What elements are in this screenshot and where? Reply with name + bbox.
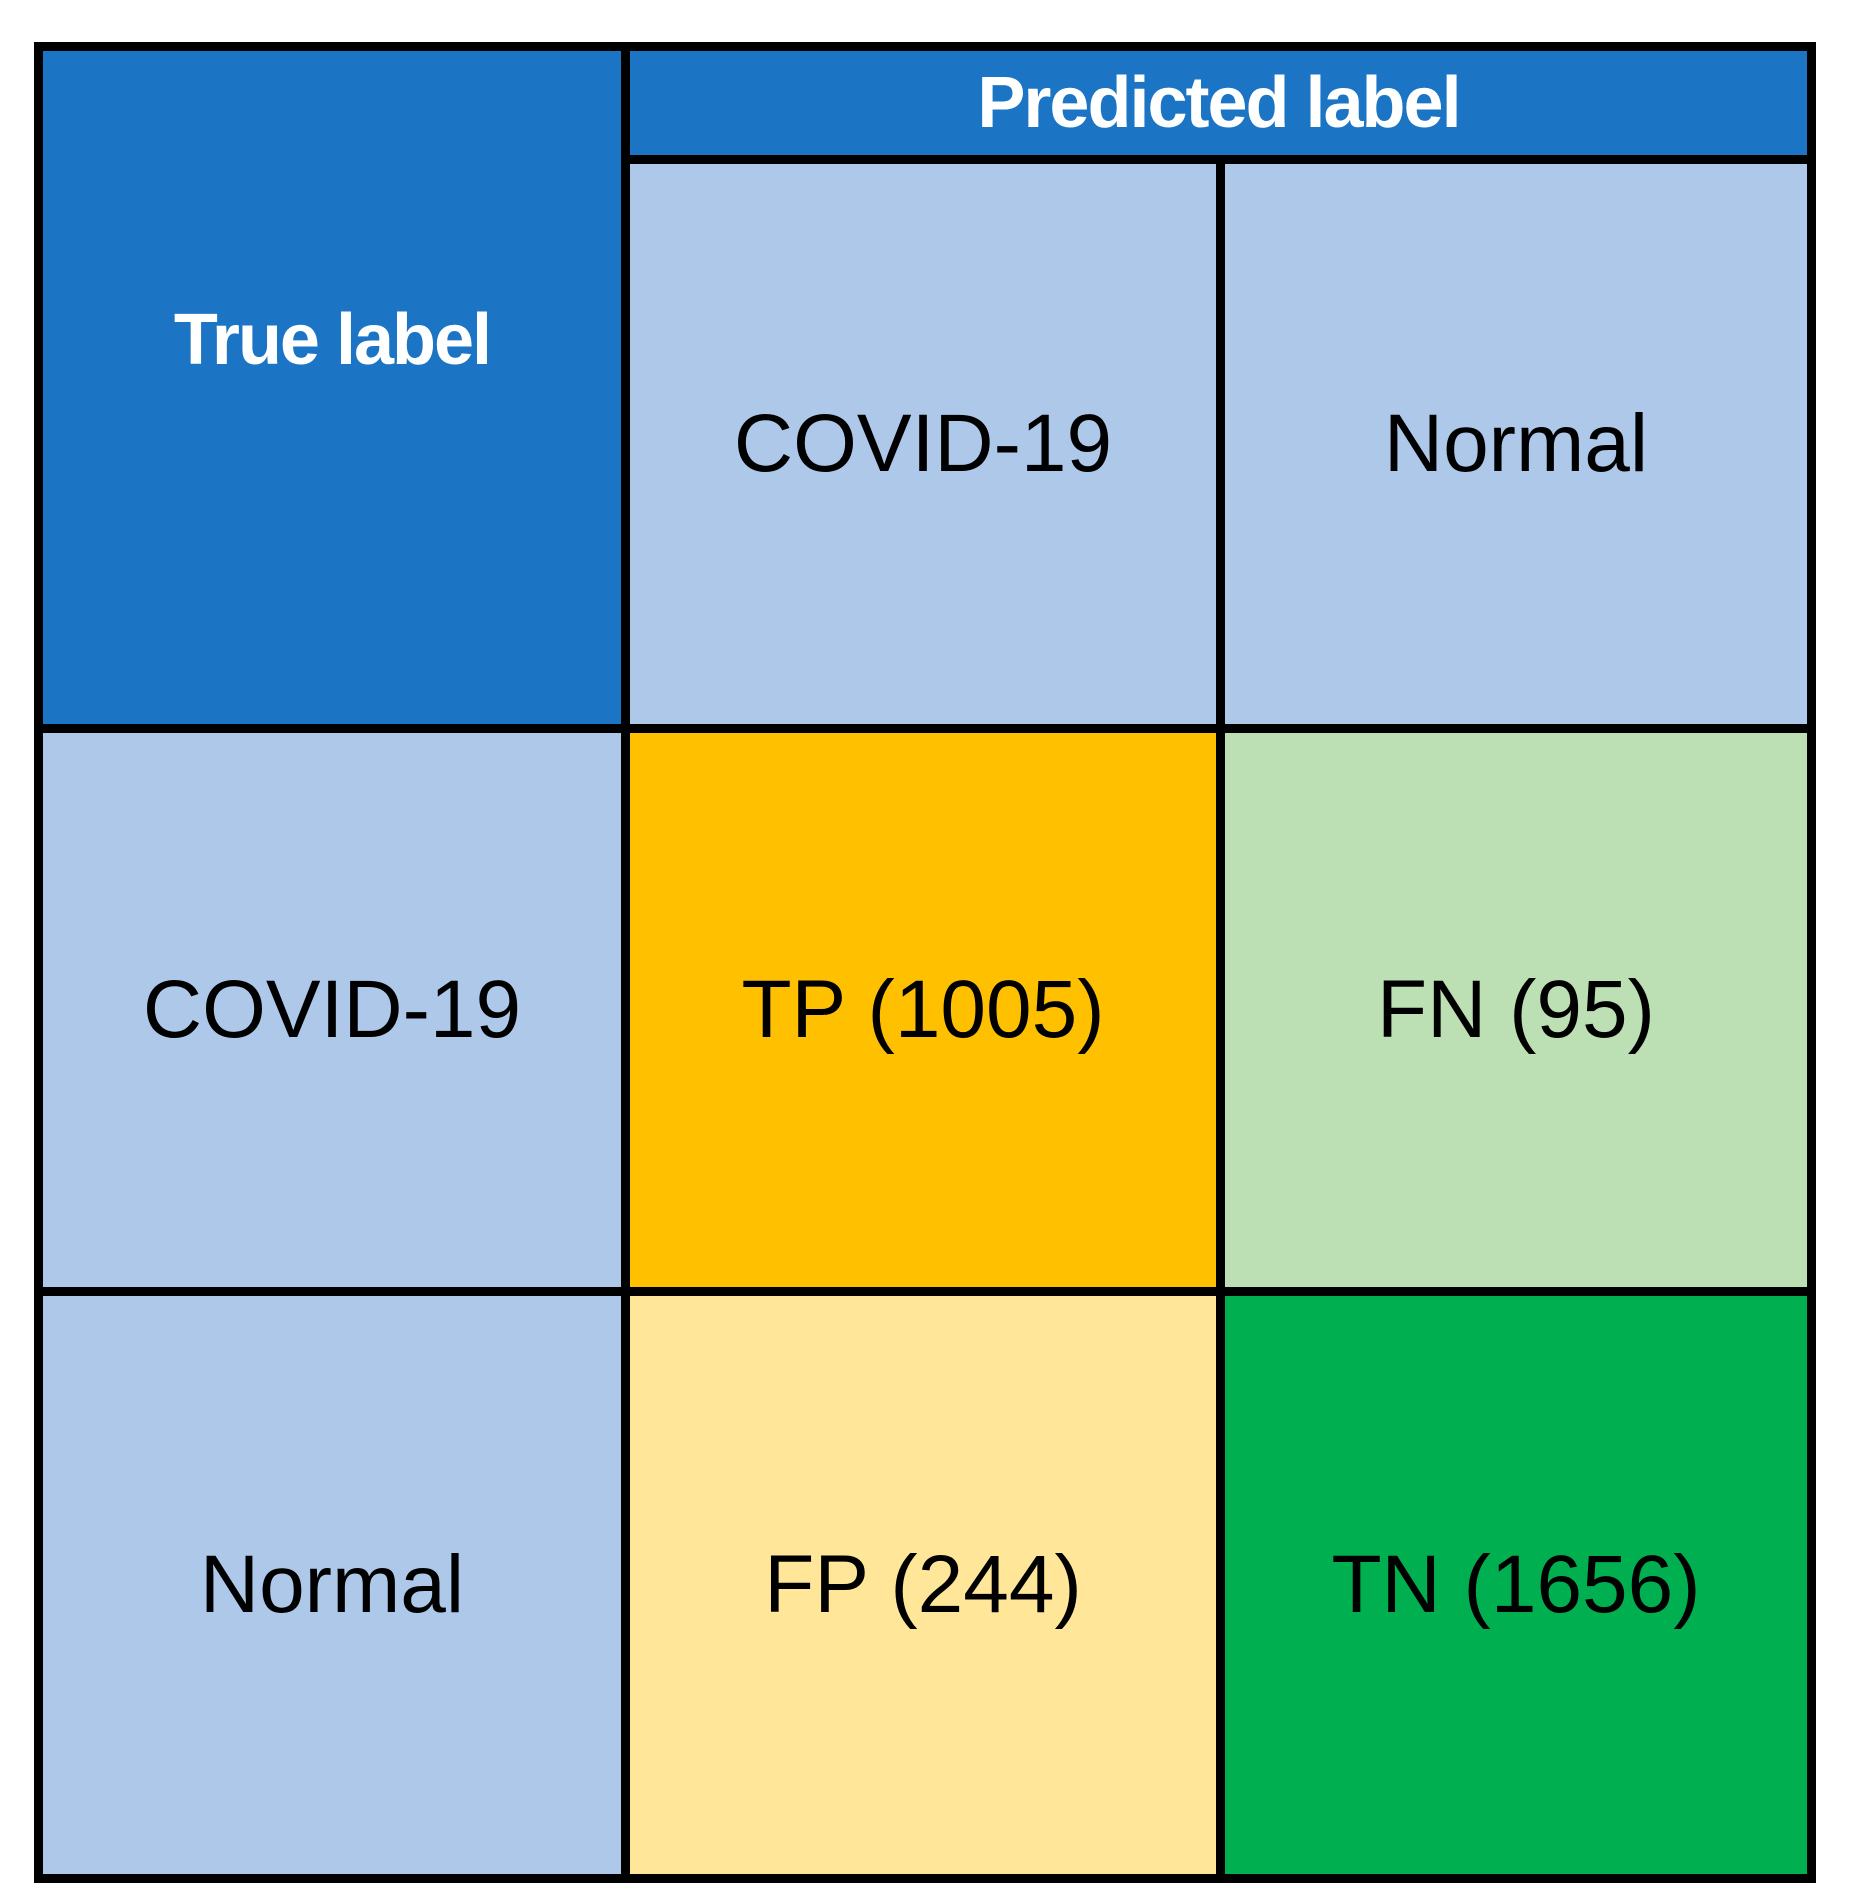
- column-header-normal: Normal: [1225, 164, 1807, 724]
- predicted-label-axis-title: Predicted label: [630, 51, 1807, 155]
- column-header-covid19: COVID-19: [630, 164, 1216, 724]
- row-header-covid19: COVID-19: [43, 733, 621, 1287]
- cell-true-positive: TP (1005): [630, 733, 1216, 1287]
- cell-true-negative: TN (1656): [1225, 1296, 1807, 1874]
- cell-false-negative: FN (95): [1225, 733, 1807, 1287]
- cell-false-positive: FP (244): [630, 1296, 1216, 1874]
- true-label-axis-title: True label: [43, 51, 621, 724]
- confusion-matrix: True label Predicted label COVID-19 Norm…: [34, 42, 1816, 1883]
- row-header-normal: Normal: [43, 1296, 621, 1874]
